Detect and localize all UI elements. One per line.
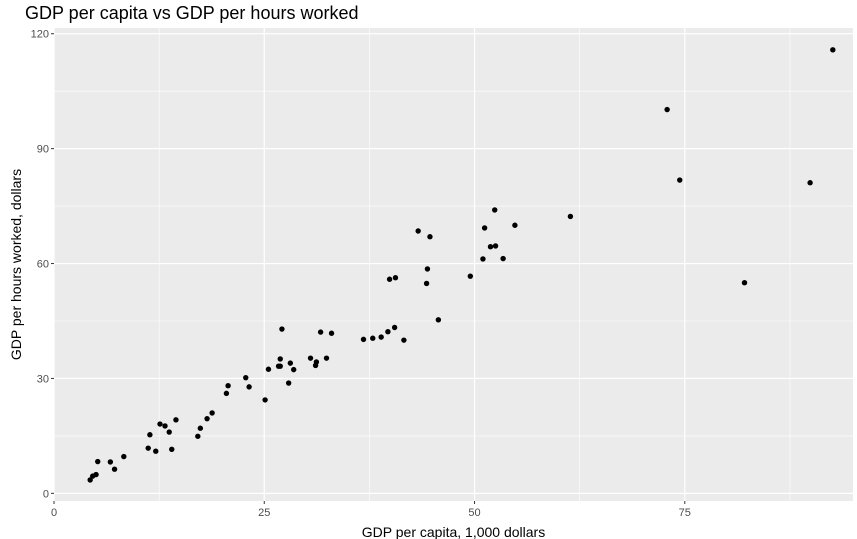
x-axis-ticks: 0 25 50 75 (51, 501, 691, 519)
data-point (225, 383, 231, 389)
data-point (467, 273, 474, 279)
data-point (423, 280, 430, 287)
data-point (424, 266, 431, 272)
data-point (157, 421, 163, 427)
data-point (169, 446, 175, 452)
data-point (830, 47, 836, 53)
data-point (487, 243, 494, 250)
data-point (262, 397, 268, 403)
data-point (480, 256, 486, 262)
data-point (107, 459, 114, 465)
data-point (378, 334, 384, 340)
plot-panel (54, 28, 853, 501)
data-point (166, 429, 172, 435)
data-point (287, 360, 294, 366)
data-point (317, 329, 324, 335)
data-point (95, 458, 101, 465)
data-point (512, 222, 518, 228)
data-point (307, 355, 314, 361)
x-axis-title: GDP per capita, 1,000 dollars (362, 524, 545, 539)
data-point (147, 432, 153, 438)
x-tick-label: 50 (468, 507, 480, 519)
data-point (664, 106, 670, 113)
data-point (285, 380, 292, 386)
x-tick-label: 0 (51, 507, 57, 519)
data-point (677, 177, 683, 183)
data-point (279, 326, 285, 332)
data-point (741, 279, 748, 286)
y-tick-label: 120 (31, 29, 49, 41)
data-point (197, 425, 204, 431)
data-point (162, 423, 168, 429)
data-point (481, 225, 488, 231)
y-axis-ticks: 0 30 60 90 120 (31, 29, 54, 500)
data-point (121, 453, 127, 460)
data-point (145, 445, 151, 451)
data-point (173, 417, 179, 423)
chart-title: GDP per capita vs GDP per hours worked (25, 3, 359, 23)
data-points (87, 47, 836, 483)
data-point (370, 335, 376, 341)
data-point (492, 207, 498, 213)
data-point (111, 466, 118, 472)
data-point (277, 363, 283, 369)
x-tick-label: 75 (679, 507, 691, 519)
data-point (223, 390, 230, 397)
y-axis-title: GDP per hours worked, dollars (8, 169, 24, 360)
major-gridlines (53, 28, 853, 501)
data-point (401, 337, 407, 343)
data-point (360, 336, 367, 343)
data-point (500, 255, 506, 262)
data-point (153, 448, 159, 454)
data-point (277, 356, 283, 362)
y-tick-label: 60 (37, 259, 49, 271)
data-point (209, 410, 215, 416)
data-point (415, 228, 421, 234)
data-point (492, 243, 499, 249)
data-point (386, 276, 393, 282)
y-tick-label: 90 (37, 144, 49, 156)
minor-gridlines (54, 28, 853, 501)
data-point (385, 329, 391, 335)
data-point (391, 324, 398, 331)
data-point (313, 359, 320, 365)
data-point (246, 384, 252, 390)
data-point (435, 317, 442, 323)
data-point (93, 471, 99, 478)
data-point (243, 374, 249, 381)
data-point (265, 366, 272, 372)
y-tick-label: 30 (37, 373, 49, 385)
data-point (87, 477, 93, 483)
data-point (392, 275, 399, 281)
data-point (195, 433, 201, 439)
data-point (328, 330, 335, 336)
data-point (427, 234, 433, 240)
y-tick-label: 0 (43, 488, 49, 500)
data-point (323, 355, 330, 361)
data-point (204, 415, 210, 422)
data-point (567, 213, 574, 220)
data-point (807, 180, 813, 186)
x-tick-label: 25 (258, 507, 270, 519)
data-point (291, 366, 297, 373)
